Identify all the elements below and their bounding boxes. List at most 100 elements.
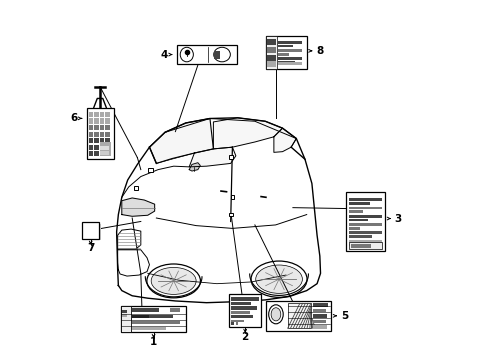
Bar [348, 240, 381, 243]
Bar [94, 132, 99, 137]
Text: 4: 4 [160, 50, 167, 59]
Bar [94, 125, 99, 130]
Bar [88, 132, 93, 137]
Bar [94, 118, 99, 124]
Bar [348, 202, 369, 205]
Bar [88, 118, 93, 124]
Bar [278, 63, 301, 65]
Polygon shape [189, 163, 200, 171]
Bar [169, 308, 180, 312]
Bar [100, 132, 104, 137]
Bar [230, 195, 234, 199]
Bar [100, 146, 109, 150]
Bar [348, 235, 371, 238]
Bar [350, 244, 370, 248]
Bar [228, 294, 261, 327]
Text: 3: 3 [394, 213, 401, 224]
Bar [100, 145, 104, 150]
Bar [132, 321, 180, 324]
Bar [94, 145, 99, 150]
Bar [105, 125, 109, 130]
Bar [348, 231, 381, 234]
Bar [214, 50, 220, 59]
Bar [83, 224, 101, 240]
Bar [88, 112, 93, 117]
Polygon shape [273, 128, 296, 152]
Bar [100, 125, 104, 130]
Ellipse shape [250, 261, 306, 297]
Bar [122, 314, 127, 317]
Bar [100, 118, 104, 124]
Bar [348, 242, 382, 249]
Text: 8: 8 [316, 46, 323, 56]
Text: 6: 6 [71, 113, 78, 123]
Bar [132, 315, 149, 318]
Bar [312, 325, 326, 329]
Bar [132, 327, 166, 330]
Bar [266, 301, 330, 331]
Bar [348, 227, 359, 230]
Bar [94, 138, 99, 143]
Bar [230, 302, 251, 305]
Bar [265, 36, 276, 69]
Bar [267, 61, 275, 67]
Bar [267, 55, 275, 61]
Bar [88, 125, 93, 130]
Bar [177, 45, 237, 64]
Bar [312, 303, 327, 307]
Bar [278, 45, 292, 47]
Bar [235, 323, 238, 325]
Bar [348, 210, 362, 213]
Bar [132, 315, 173, 318]
Bar [100, 151, 109, 155]
Bar [105, 118, 109, 124]
Bar [348, 244, 364, 246]
Bar [278, 49, 301, 52]
Bar [105, 132, 109, 137]
Polygon shape [149, 118, 213, 163]
Bar [312, 309, 325, 312]
Text: 7: 7 [87, 243, 94, 253]
Bar [278, 61, 294, 64]
Bar [267, 46, 275, 53]
Bar [100, 142, 110, 157]
Bar [348, 215, 381, 218]
Bar [230, 306, 256, 310]
Bar [287, 303, 310, 328]
Polygon shape [213, 118, 282, 149]
Bar [228, 155, 232, 159]
Bar [229, 213, 233, 216]
Bar [348, 219, 367, 221]
Bar [86, 108, 113, 159]
Text: 1: 1 [150, 337, 157, 347]
Bar [312, 320, 325, 323]
Bar [230, 320, 244, 322]
Bar [230, 315, 253, 318]
Bar [88, 138, 93, 143]
Polygon shape [122, 198, 154, 216]
Bar [88, 145, 93, 150]
Bar [82, 222, 99, 239]
Bar [100, 112, 104, 117]
Text: 5: 5 [340, 311, 347, 321]
Bar [121, 306, 186, 332]
Bar [105, 112, 109, 117]
Bar [148, 167, 152, 172]
Bar [230, 311, 249, 314]
Bar [348, 198, 381, 201]
Bar [133, 185, 138, 190]
Polygon shape [189, 147, 235, 167]
Bar [88, 151, 93, 157]
Bar [100, 138, 104, 143]
Bar [346, 192, 385, 251]
Bar [94, 112, 99, 117]
Bar [105, 145, 109, 150]
Bar [105, 151, 109, 157]
Bar [132, 308, 159, 312]
Bar [230, 323, 234, 325]
Bar [94, 151, 99, 157]
Bar [348, 207, 381, 210]
Ellipse shape [255, 265, 302, 293]
Text: 2: 2 [241, 332, 248, 342]
Bar [287, 303, 310, 328]
